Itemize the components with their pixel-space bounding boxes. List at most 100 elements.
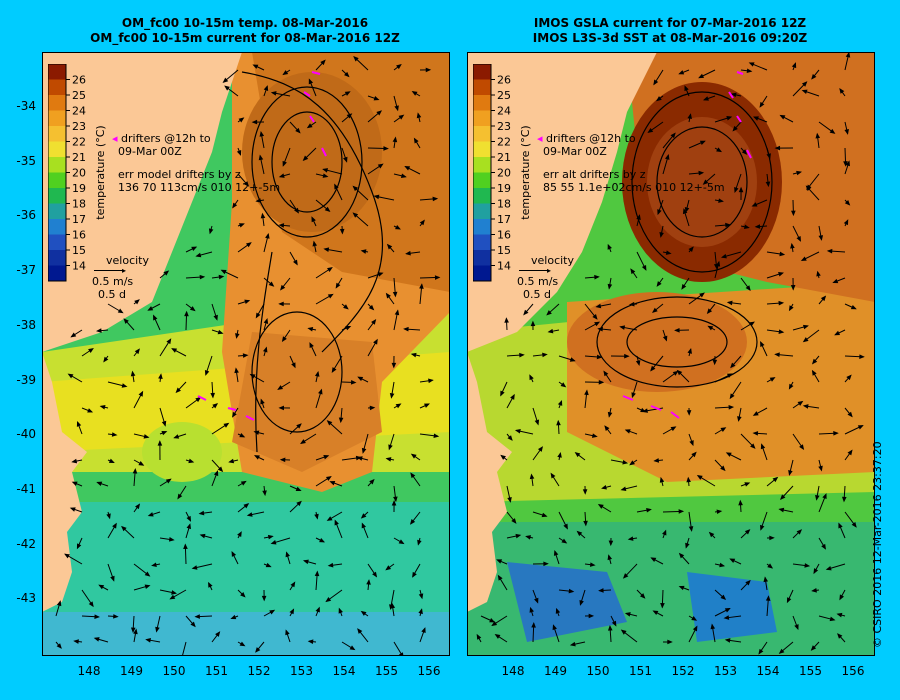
velocity-arrowhead — [737, 416, 742, 422]
velocity-arrowhead — [255, 312, 261, 319]
velocity-arrowhead — [760, 524, 765, 531]
velocity-arrowhead — [238, 117, 245, 123]
y-axis-label: -41 — [16, 481, 36, 496]
colorbar-cell — [48, 172, 66, 188]
velocity-arrowhead — [405, 250, 411, 256]
colorbar-tick-label: 17 — [72, 213, 86, 226]
velocity-arrowhead — [165, 478, 172, 484]
left-velocity-legend: velocity ▸ 0.5 m/s 0.5 d — [92, 254, 149, 301]
right-title-line2: IMOS L3S-3d SST at 08-Mar-2016 09:20Z — [532, 31, 808, 45]
drifter-tracks — [197, 71, 327, 421]
velocity-arrowhead — [790, 285, 796, 291]
velocity-arrowhead — [222, 77, 229, 83]
velocity-arrowhead — [651, 307, 658, 313]
velocity-arrowhead — [811, 73, 817, 80]
velocity-arrowhead — [143, 434, 150, 439]
y-axis-label: -39 — [16, 372, 36, 387]
left-velocity-duration: 0.5 d — [98, 288, 126, 301]
velocity-arrowhead — [624, 353, 630, 359]
velocity-arrowhead — [133, 628, 138, 635]
right-map-panel: 26 25 24 23 22 21 20 19 18 17 16 15 14 temperature (°… — [467, 52, 875, 656]
colorbar-cell — [48, 79, 66, 95]
velocity-arrowhead — [546, 310, 552, 316]
velocity-scale-arrow: ▸ — [517, 267, 574, 275]
velocity-arrowhead — [620, 629, 627, 635]
right-panel-title: IMOS GSLA current for 07-Mar-2016 12Z IM… — [465, 16, 875, 46]
velocity-arrowhead — [278, 405, 284, 411]
velocity-arrowhead — [343, 156, 348, 163]
velocity-arrowhead — [845, 160, 850, 167]
velocity-arrowhead — [307, 639, 314, 645]
y-axis-label: -37 — [16, 263, 36, 278]
velocity-arrowhead — [151, 562, 157, 567]
velocity-arrowhead — [760, 443, 766, 450]
velocity-arrowhead — [670, 426, 677, 432]
velocity-arrowhead — [235, 333, 240, 339]
velocity-arrowhead — [130, 627, 136, 634]
velocity-arrowhead — [195, 397, 202, 403]
velocity-arrowhead — [778, 648, 785, 654]
velocity-arrowhead — [169, 594, 176, 600]
velocity-arrowhead — [64, 553, 70, 559]
colorbar-tick-label: 23 — [497, 120, 511, 133]
y-axis-label: -38 — [16, 317, 36, 332]
velocity-arrowhead — [325, 476, 332, 481]
velocity-arrowhead — [698, 73, 705, 79]
velocity-arrowhead — [597, 326, 603, 332]
colorbar-tick-label: 20 — [497, 167, 511, 180]
velocity-arrowhead — [307, 327, 314, 332]
velocity-arrowhead — [496, 559, 503, 564]
velocity-arrowhead — [134, 299, 140, 305]
colorbar-tick-label: 21 — [72, 151, 86, 164]
velocity-arrowhead — [841, 496, 847, 503]
colorbar-tick-label: 26 — [72, 74, 86, 87]
velocity-arrowhead — [788, 383, 794, 390]
y-axis-label: -40 — [16, 427, 36, 442]
velocity-arrowhead — [653, 458, 660, 463]
velocity-arrowhead — [339, 228, 345, 235]
velocity-arrowhead — [385, 457, 392, 462]
velocity-arrowhead — [356, 456, 363, 461]
velocity-arrowhead — [597, 503, 604, 509]
colorbar-tick-label: 21 — [497, 151, 511, 164]
right-title-line1: IMOS GSLA current for 07-Mar-2016 12Z — [533, 16, 807, 30]
velocity-arrowhead — [851, 521, 857, 528]
velocity-arrowhead — [622, 459, 629, 465]
velocity-arrowhead — [682, 208, 688, 215]
velocity-arrowhead — [366, 579, 371, 585]
velocity-arrowhead — [531, 622, 536, 628]
velocity-arrowhead — [270, 540, 277, 545]
velocity-arrowhead — [285, 551, 290, 558]
velocity-arrowhead — [811, 358, 818, 365]
velocity-arrowhead — [188, 458, 195, 464]
velocity-arrowhead — [765, 595, 771, 601]
velocity-arrowhead — [728, 404, 735, 410]
velocity-arrowhead — [325, 597, 332, 603]
colorbar-tick-label: 14 — [497, 260, 511, 273]
velocity-arrowhead — [410, 472, 416, 479]
velocity-arrowhead — [262, 346, 268, 353]
velocity-arrowhead — [432, 196, 439, 202]
velocity-arrowhead — [302, 155, 309, 162]
velocity-arrowhead — [678, 509, 685, 514]
velocity-arrowhead — [636, 214, 641, 221]
velocity-arrowhead — [106, 513, 111, 520]
velocity-arrowhead — [800, 256, 807, 261]
velocity-arrowhead — [557, 399, 563, 406]
velocity-arrowhead — [811, 588, 817, 593]
velocity-arrowhead — [676, 369, 683, 376]
left-title-line1: OM_fc00 10-15m temp. 08-Mar-2016 — [121, 16, 369, 30]
velocity-arrowhead — [489, 618, 496, 623]
velocity-arrowhead — [642, 408, 648, 413]
colorbar-cell — [48, 265, 66, 281]
left-drifters-line2: 09-Mar 00Z — [118, 145, 182, 158]
x-axis-label: 150 — [162, 664, 186, 678]
velocity-arrowhead — [670, 132, 676, 139]
velocity-arrowhead — [724, 638, 731, 643]
x-axis-label: 154 — [756, 664, 780, 678]
velocity-arrowhead — [312, 240, 318, 247]
velocity-arrowhead — [255, 198, 262, 203]
velocity-arrowhead — [601, 484, 607, 490]
velocity-arrowhead — [686, 476, 691, 483]
velocity-arrowhead — [393, 496, 398, 503]
